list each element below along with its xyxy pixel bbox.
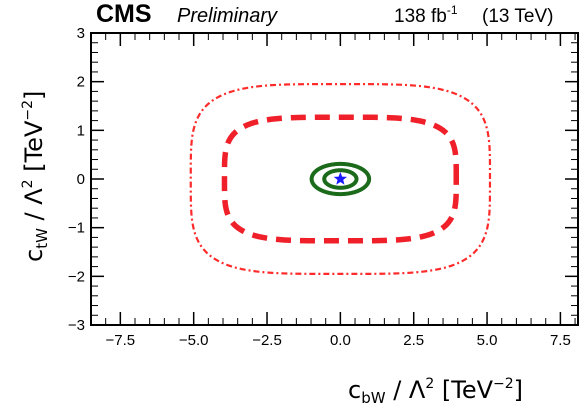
y-axis-label: ctW / Λ2 [TeV−2]: [20, 91, 51, 262]
experiment-label: CMS: [96, 0, 152, 28]
y-axis-power: 2: [20, 179, 36, 188]
x-tick-label: −7.5: [106, 332, 136, 349]
y-axis-unit-power: −2: [20, 100, 36, 121]
ticks-layer: −7.5 −5.0 −2.5 0.0 2.5 5.0 7.5 −3 −2 −1 0 1 2 3: [68, 25, 578, 349]
y-axis-denominator: / Λ: [20, 188, 48, 228]
energy-label: (13 TeV): [482, 6, 553, 27]
x-axis-sub: bW: [361, 389, 386, 407]
y-axis-sub: tW: [33, 228, 51, 249]
x-axis-denominator: / Λ: [386, 376, 426, 404]
y-tick-label: −2: [68, 268, 85, 285]
marker-layer: [333, 172, 348, 185]
x-tick-label: −5.0: [179, 332, 209, 349]
x-tick-label: 2.5: [403, 332, 424, 349]
y-tick-label: 1: [77, 122, 85, 139]
x-axis-power: 2: [425, 376, 434, 392]
y-tick-label: 2: [77, 74, 85, 91]
x-tick-label: 0.0: [330, 332, 351, 349]
x-axis-unit-open: [TeV: [434, 376, 493, 404]
y-axis-var: c: [20, 249, 48, 262]
x-axis-unit-close: ]: [514, 376, 523, 404]
contour-dashed-1: [221, 114, 459, 244]
best-fit-star-marker: [333, 172, 348, 185]
y-axis-unit-close: ]: [20, 91, 48, 100]
lumi-value: 138 fb: [394, 6, 447, 27]
y-tick-label: −3: [68, 317, 85, 334]
lumi-exponent: -1: [447, 3, 458, 17]
contour-solid-2: [309, 161, 372, 197]
x-tick-label: −2.5: [252, 332, 282, 349]
x-axis-var: c: [348, 376, 361, 404]
plot-frame: [90, 32, 579, 326]
contours-layer: [189, 83, 492, 275]
x-axis-unit-power: −2: [493, 376, 514, 392]
contour-solid-3: [322, 168, 359, 190]
y-tick-label: 0: [77, 171, 85, 188]
y-axis-unit-open: [TeV: [20, 120, 48, 179]
x-tick-label: 5.0: [477, 332, 498, 349]
status-label: Preliminary: [177, 5, 278, 27]
luminosity-label: 138 fb-1: [394, 3, 458, 27]
y-tick-label: 3: [77, 25, 85, 42]
x-tick-label: 7.5: [550, 332, 571, 349]
x-axis-label: cbW / Λ2 [TeV−2]: [348, 376, 523, 407]
y-tick-label: −1: [68, 220, 85, 237]
